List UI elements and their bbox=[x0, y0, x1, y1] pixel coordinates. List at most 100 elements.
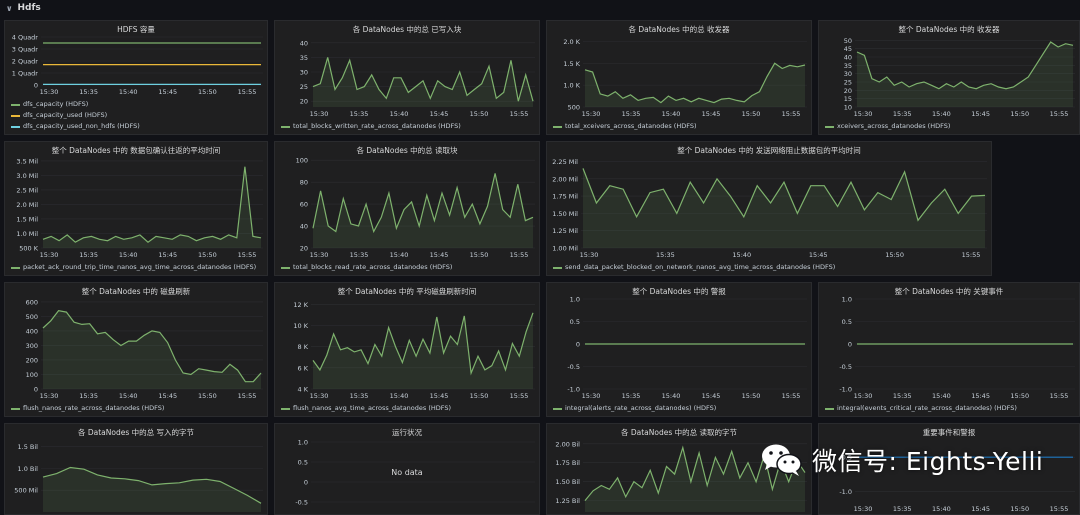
panel-13[interactable]: 运行状况 -0.5 0 0.5 1.0 No data bbox=[274, 423, 540, 515]
y-tick-label: 2.0 K bbox=[563, 38, 580, 46]
panel-4[interactable]: 整个 DataNodes 中的 收发器 10 15 20 25 30 35 40 45 50 15:… bbox=[818, 20, 1080, 135]
panel-title[interactable]: 重要事件和警报 bbox=[922, 428, 976, 437]
y-tick-label: 1 Quadr bbox=[12, 70, 39, 78]
x-tick-label: 15:40 bbox=[932, 392, 951, 400]
legend-item[interactable]: send_data_packet_blocked_on_network_nano… bbox=[553, 262, 835, 273]
chart-canvas: 500 K 1.0 Mil 1.5 Mil 2.0 Mil 2.5 Mil 3.0 Mil… bbox=[16, 157, 263, 259]
panel-9[interactable]: 整个 DataNodes 中的 平均磁盘刷新时间 4 K 6 K 8 K 10 K 12 … bbox=[274, 282, 540, 417]
watermark-text: 微信号: Eights-Yelli bbox=[812, 447, 1044, 476]
legend-item[interactable]: flush_nanos_rate_across_datanodes (HDFS) bbox=[11, 403, 164, 414]
legend-swatch bbox=[281, 125, 290, 128]
panel-title[interactable]: 各 DataNodes 中的总 读取的字节 bbox=[620, 428, 738, 437]
legend-item[interactable]: integral(events_critical_rate_across_dat… bbox=[825, 403, 1017, 414]
chart-canvas: 20 40 60 80 100 15:30 15:35 15:40 15:45 15:50 15:5… bbox=[296, 157, 535, 259]
legend-item[interactable]: xceivers_across_datanodes (HDFS) bbox=[825, 121, 950, 132]
y-tick-label: 100 bbox=[26, 371, 38, 379]
panel-title[interactable]: 整个 DataNodes 中的 发送网络阻止数据包的平均时间 bbox=[677, 146, 861, 155]
chevron-down-icon[interactable]: ∨ bbox=[6, 3, 13, 13]
x-tick-label: 15:55 bbox=[1050, 505, 1069, 513]
x-tick-label: 15:55 bbox=[1050, 392, 1069, 400]
panel-3[interactable]: 各 DataNodes 中的总 收发器 500 1.0 K 1.5 K 2.0 K 15:… bbox=[546, 20, 812, 135]
x-tick-label: 15:45 bbox=[809, 251, 828, 259]
panel-title[interactable]: 整个 DataNodes 中的 警报 bbox=[632, 287, 726, 296]
y-tick-label: 1.5 K bbox=[563, 60, 580, 68]
legend-item[interactable]: dfs_capacity_used (HDFS) bbox=[11, 110, 140, 121]
panel-title[interactable]: 各 DataNodes 中的总 已写入块 bbox=[352, 25, 462, 34]
y-tick-label: -1.0 bbox=[567, 386, 580, 394]
legend-item[interactable]: integral(alerts_rate_across_datanodes) (… bbox=[553, 403, 716, 414]
y-tick-label: 1.0 bbox=[842, 296, 852, 304]
panel-title[interactable]: 整个 DataNodes 中的 平均磁盘刷新时间 bbox=[337, 287, 477, 296]
x-tick-label: 15:45 bbox=[158, 88, 177, 96]
x-tick-label: 15:35 bbox=[350, 251, 369, 259]
panel-8[interactable]: 整个 DataNodes 中的 磁盘刷新 0 100 200 300 400 500 600 1… bbox=[4, 282, 268, 417]
panel-title[interactable]: 整个 DataNodes 中的 磁盘刷新 bbox=[81, 287, 191, 296]
y-tick-label: 25 bbox=[844, 79, 852, 87]
y-tick-label: 500 bbox=[568, 104, 580, 112]
panel-11[interactable]: 整个 DataNodes 中的 关键事件 -1.0 -0.5 0 0.5 1.0 15:30… bbox=[818, 282, 1080, 417]
panel-title[interactable]: 整个 DataNodes 中的 关键事件 bbox=[894, 287, 1004, 296]
y-tick-label: 1.0 bbox=[570, 296, 580, 304]
y-tick-label: 2.0 Mil bbox=[16, 201, 38, 209]
y-tick-label: 2.25 Mil bbox=[552, 158, 578, 166]
series-line bbox=[584, 445, 806, 501]
series-area bbox=[43, 310, 261, 389]
panel-10[interactable]: 整个 DataNodes 中的 警报 -1.0 -0.5 0 0.5 1.0 15:30 15… bbox=[546, 282, 812, 417]
y-tick-label: 0 bbox=[34, 386, 38, 394]
x-tick-label: 15:55 bbox=[238, 392, 257, 400]
x-tick-label: 15:40 bbox=[119, 88, 138, 96]
legend-swatch bbox=[11, 114, 20, 117]
series-line bbox=[856, 41, 1074, 90]
panel-title[interactable]: 运行状况 bbox=[392, 428, 422, 437]
legend-item[interactable]: total_blocks_written_rate_across_datanod… bbox=[281, 121, 461, 132]
legend: dfs_capacity (HDFS) dfs_capacity_used (HD… bbox=[11, 99, 140, 132]
panel-14[interactable]: 各 DataNodes 中的总 读取的字节 1.25 Bil 1.50 Bil 1.7… bbox=[546, 423, 812, 515]
panel-5[interactable]: 整个 DataNodes 中的 数据包确认往返的平均时间 500 K 1.0 Mil… bbox=[4, 141, 268, 276]
legend-swatch bbox=[825, 407, 834, 410]
series-area bbox=[585, 447, 805, 512]
panel-1[interactable]: HDFS 容量 0 1 Quadr 2 Quadr 3 Quadr 4 Quadr 15:3… bbox=[4, 20, 268, 135]
series-area bbox=[583, 168, 985, 248]
x-tick-label: 15:30 bbox=[854, 505, 873, 513]
x-tick-label: 15:50 bbox=[742, 110, 761, 118]
row-header-hdfs[interactable]: ∨ Hdfs bbox=[0, 0, 1080, 16]
legend-item[interactable]: dfs_capacity (HDFS) bbox=[11, 99, 140, 110]
x-tick-label: 15:30 bbox=[40, 88, 59, 96]
x-tick-label: 15:50 bbox=[1010, 392, 1029, 400]
panel-12[interactable]: 各 DataNodes 中的总 写入的字节 500 Mil 1.0 Bil 1.5 B… bbox=[4, 423, 268, 515]
legend-label: integral(events_critical_rate_across_dat… bbox=[837, 404, 1017, 412]
x-tick-label: 15:45 bbox=[430, 392, 449, 400]
y-tick-label: 400 bbox=[26, 327, 38, 335]
panel-15[interactable]: 重要事件和警报 -1.0 -0.5 15:30 15:35 15:40 15:45 15:50… bbox=[818, 423, 1080, 515]
y-tick-label: -0.5 bbox=[567, 363, 580, 371]
legend-swatch bbox=[11, 407, 20, 410]
legend-label: total_blocks_read_rate_across_datanodes … bbox=[293, 263, 453, 271]
legend-item[interactable]: total_xceivers_across_datanodes (HDFS) bbox=[553, 121, 697, 132]
legend: integral(alerts_rate_across_datanodes) (… bbox=[553, 403, 716, 414]
series-area bbox=[43, 166, 261, 248]
chart-canvas: -0.5 0 0.5 1.0 bbox=[295, 439, 535, 507]
legend-item[interactable]: total_blocks_read_rate_across_datanodes … bbox=[281, 262, 452, 273]
y-tick-label: 35 bbox=[300, 54, 308, 62]
panel-title[interactable]: HDFS 容量 bbox=[117, 25, 155, 34]
panel-7[interactable]: 整个 DataNodes 中的 发送网络阻止数据包的平均时间 1.00 Mil 1.… bbox=[546, 141, 992, 276]
panel-2[interactable]: 各 DataNodes 中的总 已写入块 20 25 30 35 40 15:30 15:35… bbox=[274, 20, 540, 135]
legend-item[interactable]: packet_ack_round_trip_time_nanos_avg_tim… bbox=[11, 262, 256, 273]
panel-title[interactable]: 整个 DataNodes 中的 数据包确认往返的平均时间 bbox=[51, 146, 221, 155]
x-tick-label: 15:35 bbox=[893, 110, 912, 118]
x-tick-label: 15:45 bbox=[971, 110, 990, 118]
x-tick-label: 15:45 bbox=[158, 251, 177, 259]
legend-item[interactable]: dfs_capacity_used_non_hdfs (HDFS) bbox=[11, 121, 140, 132]
panel-6[interactable]: 各 DataNodes 中的总 读取块 20 40 60 80 100 15:30 15:35… bbox=[274, 141, 540, 276]
legend-swatch bbox=[281, 266, 290, 269]
panel-title[interactable]: 各 DataNodes 中的总 收发器 bbox=[628, 25, 730, 34]
legend-swatch bbox=[281, 407, 290, 410]
x-tick-label: 15:35 bbox=[622, 110, 641, 118]
panel-title[interactable]: 各 DataNodes 中的总 读取块 bbox=[356, 146, 458, 155]
panel-title[interactable]: 各 DataNodes 中的总 写入的字节 bbox=[77, 428, 195, 437]
y-tick-label: 0 bbox=[576, 341, 580, 349]
panel-title[interactable]: 整个 DataNodes 中的 收发器 bbox=[898, 25, 1000, 34]
chart-canvas: -1.0 -0.5 0 0.5 1.0 15:30 15:35 15:40 15:45 15:50… bbox=[567, 296, 807, 400]
x-tick-label: 15:45 bbox=[702, 110, 721, 118]
legend-item[interactable]: flush_nanos_avg_time_across_datanodes (H… bbox=[281, 403, 451, 414]
